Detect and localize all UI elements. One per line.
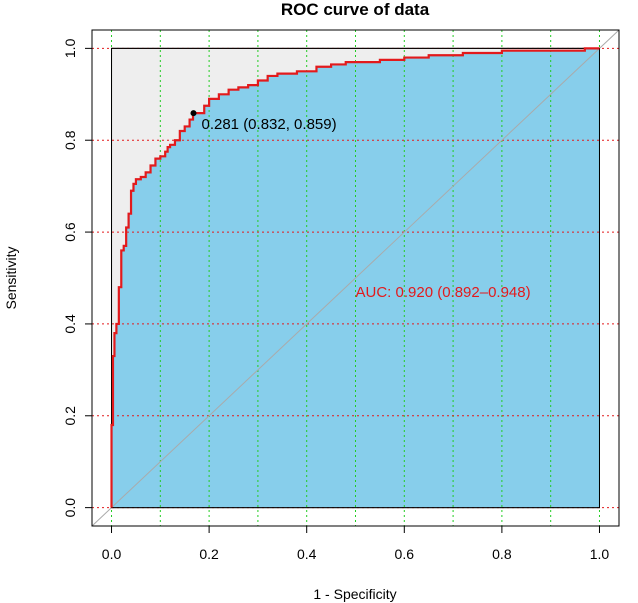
x-tick-label: 0.0: [102, 546, 122, 562]
y-tick-label: 0.6: [62, 222, 78, 242]
roc-curve-line: [110, 47, 600, 508]
x-tick-label: 0.8: [492, 546, 512, 562]
diagonal-reference-line: [91, 29, 620, 527]
threshold-label: 0.281 (0.832, 0.859): [201, 116, 336, 133]
x-axis-label: 1 - Specificity: [313, 586, 396, 602]
y-axis-label: Sensitivity: [3, 246, 19, 309]
y-tick-label: 0.2: [62, 406, 78, 426]
auc-label: AUC: 0.920 (0.892–0.948): [356, 284, 531, 301]
threshold-point: [190, 110, 197, 117]
chart-title: ROC curve of data: [281, 0, 430, 19]
y-tick-label: 0.0: [62, 498, 78, 518]
x-tick-label: 0.2: [199, 546, 219, 562]
y-tick-label: 1.0: [62, 38, 78, 58]
x-tick-label: 0.4: [297, 546, 317, 562]
y-tick-label: 0.4: [62, 314, 78, 334]
x-tick-label: 1.0: [590, 546, 610, 562]
plot-frame: [91, 29, 620, 527]
x-tick-label: 0.6: [395, 546, 415, 562]
unit-square-outline: [111, 47, 600, 509]
y-tick-label: 0.8: [62, 130, 78, 150]
